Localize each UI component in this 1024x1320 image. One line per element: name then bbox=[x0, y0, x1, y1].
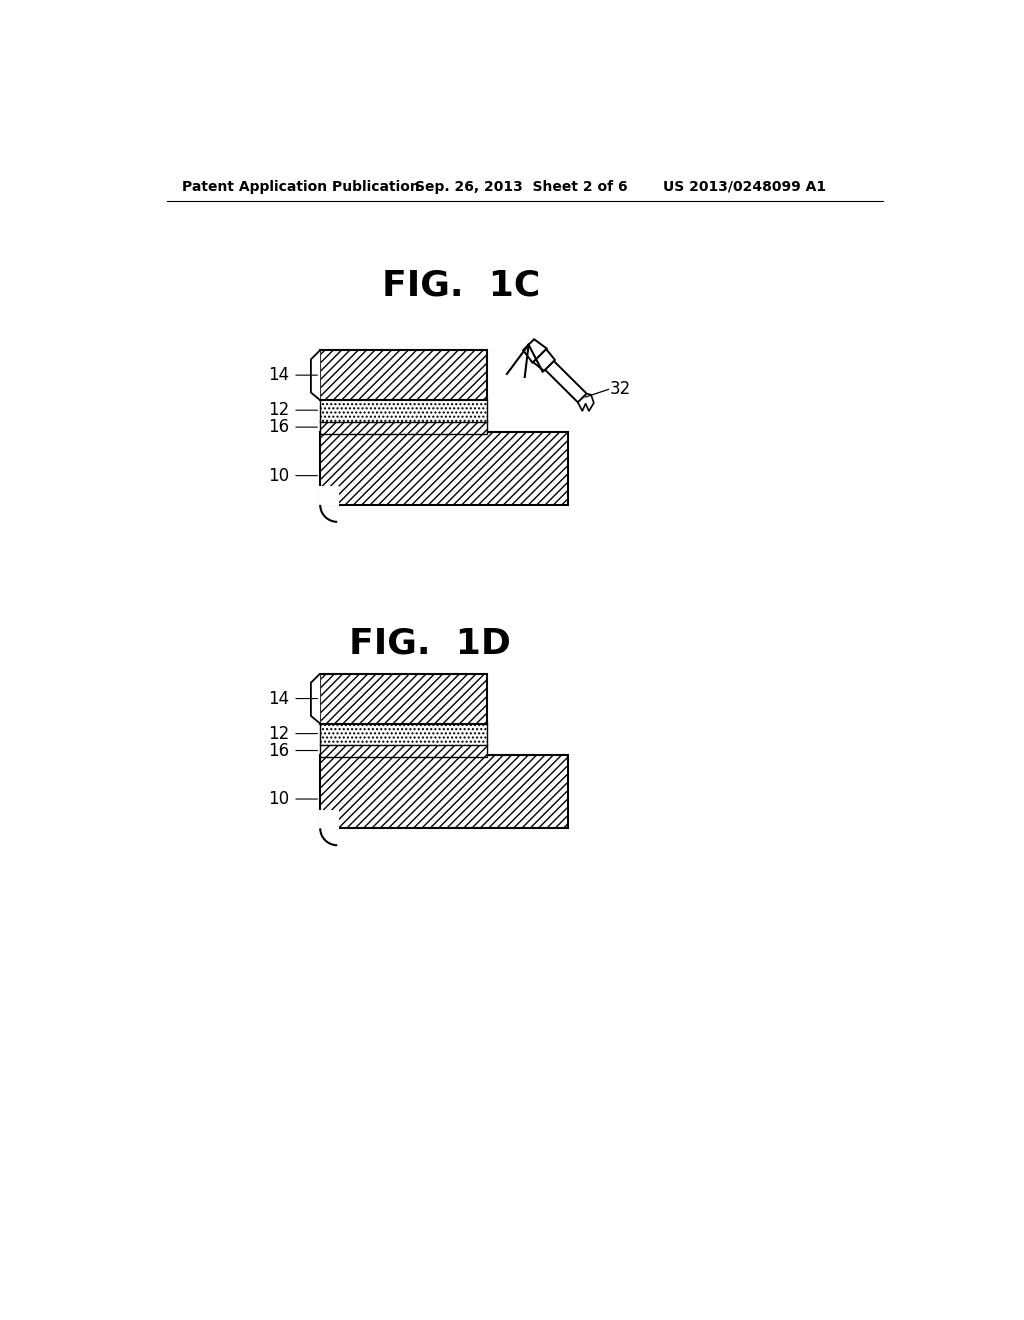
Text: 16: 16 bbox=[268, 742, 289, 759]
Text: US 2013/0248099 A1: US 2013/0248099 A1 bbox=[663, 180, 826, 194]
Polygon shape bbox=[311, 350, 321, 400]
Text: Patent Application Publication: Patent Application Publication bbox=[182, 180, 420, 194]
Bar bbox=[321, 420, 486, 434]
Text: FIG.  1C: FIG. 1C bbox=[382, 268, 541, 302]
Text: FIG.  1D: FIG. 1D bbox=[349, 627, 511, 660]
Text: 12: 12 bbox=[268, 725, 289, 743]
Polygon shape bbox=[311, 673, 321, 723]
Text: 10: 10 bbox=[268, 467, 289, 484]
Polygon shape bbox=[534, 348, 555, 371]
Bar bbox=[321, 673, 486, 723]
Polygon shape bbox=[545, 360, 587, 403]
Text: 14: 14 bbox=[268, 366, 289, 384]
Text: 32: 32 bbox=[610, 380, 632, 399]
Bar bbox=[321, 743, 486, 758]
Bar bbox=[321, 432, 568, 506]
Polygon shape bbox=[578, 393, 594, 411]
Text: Sep. 26, 2013  Sheet 2 of 6: Sep. 26, 2013 Sheet 2 of 6 bbox=[415, 180, 628, 194]
Bar bbox=[321, 399, 486, 422]
Bar bbox=[321, 722, 486, 744]
Text: 10: 10 bbox=[268, 791, 289, 808]
Bar bbox=[321, 350, 486, 400]
Text: 14: 14 bbox=[268, 689, 289, 708]
Text: 16: 16 bbox=[268, 418, 289, 436]
Bar bbox=[318, 810, 339, 830]
Bar bbox=[318, 487, 339, 507]
Bar bbox=[321, 755, 568, 829]
Polygon shape bbox=[523, 339, 547, 363]
Text: 12: 12 bbox=[268, 401, 289, 420]
